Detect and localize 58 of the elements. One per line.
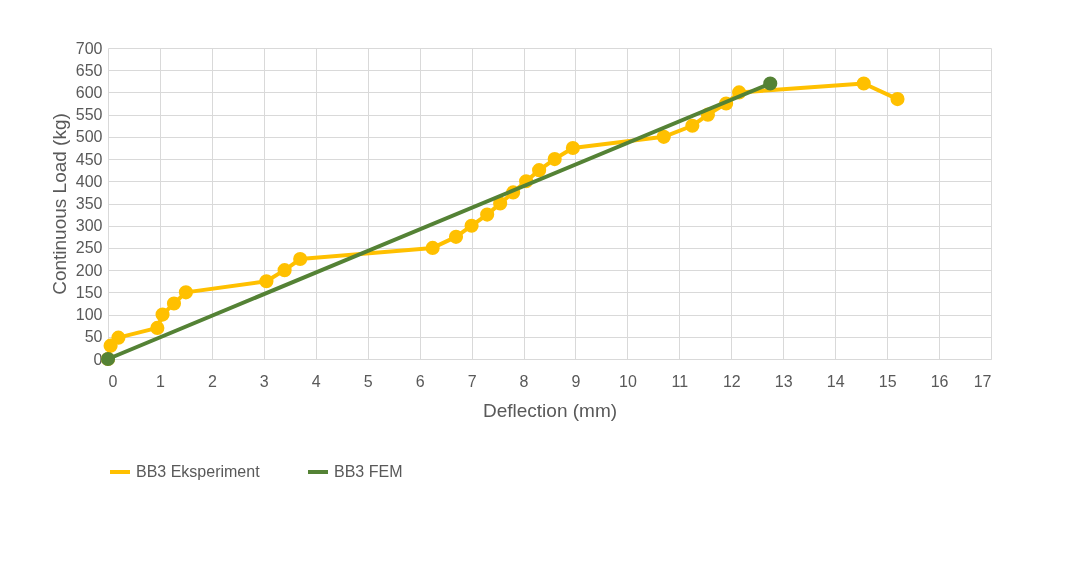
point bbox=[493, 196, 508, 211]
x-tick-label: 2 bbox=[207, 372, 217, 390]
y-tick-label: 500 bbox=[75, 128, 103, 146]
point bbox=[111, 330, 126, 345]
y-tick-label: 250 bbox=[75, 239, 103, 257]
point bbox=[856, 76, 871, 91]
x-tick-label: 17 bbox=[973, 372, 992, 390]
x-tick-label: 10 bbox=[619, 372, 637, 390]
y-tick-label: 0 bbox=[93, 350, 103, 368]
y-tick-label: 200 bbox=[75, 261, 103, 279]
point bbox=[656, 129, 671, 144]
point bbox=[259, 274, 274, 289]
point bbox=[890, 92, 905, 107]
y-tick-label: 650 bbox=[75, 61, 103, 79]
x-tick-label: 5 bbox=[363, 372, 373, 390]
x-tick-label: 13 bbox=[774, 372, 793, 390]
y-tick-label: 100 bbox=[75, 306, 103, 324]
y-tick-label: 400 bbox=[75, 172, 103, 190]
point bbox=[480, 207, 495, 222]
point bbox=[178, 285, 193, 300]
point bbox=[464, 218, 479, 233]
x-tick-label: 9 bbox=[571, 372, 581, 390]
y-tick-label: 300 bbox=[75, 217, 103, 235]
x-tick-label: 0 bbox=[108, 372, 118, 390]
point bbox=[155, 307, 170, 322]
x-tick-label: 4 bbox=[311, 372, 321, 390]
y-tick-label: 600 bbox=[75, 83, 103, 101]
x-tick-label: 12 bbox=[722, 372, 741, 390]
point bbox=[547, 152, 562, 167]
x-tick-label: 11 bbox=[671, 372, 689, 390]
y-axis-title: Continuous Load (kg) bbox=[48, 113, 70, 295]
x-tick-label: 1 bbox=[155, 372, 165, 390]
point bbox=[293, 251, 308, 267]
point bbox=[425, 240, 440, 255]
y-tick-label: 150 bbox=[75, 283, 103, 301]
point bbox=[532, 163, 547, 178]
y-tick-label: 50 bbox=[84, 328, 103, 346]
point bbox=[763, 76, 778, 91]
legend-label: BB3 Eksperiment bbox=[136, 463, 261, 480]
point bbox=[150, 320, 165, 335]
point bbox=[166, 296, 182, 311]
x-tick-label: 7 bbox=[467, 372, 477, 390]
legend-label: BB3 FEM bbox=[334, 463, 403, 480]
y-tick-label: 700 bbox=[75, 39, 103, 57]
point bbox=[448, 229, 464, 244]
point bbox=[685, 118, 700, 133]
x-tick-label: 8 bbox=[519, 372, 529, 390]
x-tick-label: 14 bbox=[826, 372, 845, 390]
y-tick-label: 350 bbox=[75, 195, 103, 212]
x-tick-label: 3 bbox=[259, 372, 269, 390]
point bbox=[277, 263, 292, 278]
x-axis-title: Deflection (mm) bbox=[482, 399, 618, 421]
x-tick-label: 6 bbox=[415, 372, 425, 390]
point bbox=[565, 140, 580, 156]
y-tick-label: 550 bbox=[75, 106, 103, 124]
y-tick-label: 450 bbox=[75, 150, 103, 168]
x-tick-label: 15 bbox=[878, 372, 897, 390]
x-tick-label: 16 bbox=[930, 372, 949, 390]
